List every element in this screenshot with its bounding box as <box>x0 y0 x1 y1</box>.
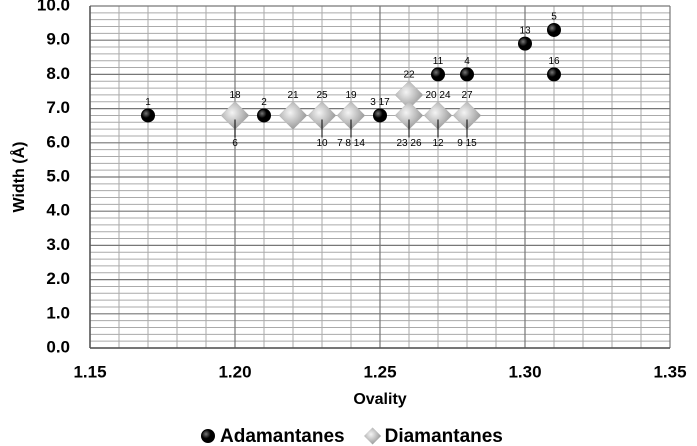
point-label: 5 <box>551 12 557 23</box>
point-label: 22 <box>403 70 415 81</box>
y-tick-label: 10.0 <box>37 0 70 14</box>
point-label: 19 <box>345 90 357 101</box>
y-tick-label: 8.0 <box>46 64 70 83</box>
y-tick-label: 9.0 <box>46 30 70 49</box>
point-label: 11 <box>433 56 444 67</box>
x-tick-label: 1.25 <box>363 362 396 381</box>
point-label: 27 <box>461 90 473 101</box>
point-label: 21 <box>287 90 299 101</box>
y-tick-label: 3.0 <box>46 235 70 254</box>
y-tick-label: 2.0 <box>46 269 70 288</box>
circle-marker <box>141 108 155 123</box>
point-label: 18 <box>229 90 241 101</box>
x-axis-title: Ovality <box>353 391 406 408</box>
circle-marker <box>460 67 474 82</box>
point-label: 25 <box>316 90 328 101</box>
point-label: 12 <box>432 138 444 149</box>
point-label: 2 <box>261 97 267 108</box>
point-label: 16 <box>548 56 560 67</box>
point-label: 3 17 <box>370 97 390 108</box>
point-label: 9 15 <box>457 138 477 149</box>
diamond-marker <box>278 101 308 130</box>
circle-marker <box>547 22 561 37</box>
circle-marker <box>431 67 445 82</box>
circle-marker <box>518 36 532 51</box>
x-tick-label: 1.15 <box>73 362 106 381</box>
point-label: 6 <box>232 138 238 149</box>
x-tick-label: 1.35 <box>653 362 686 381</box>
x-tick-label: 1.30 <box>508 362 541 381</box>
y-tick-label: 1.0 <box>46 303 70 322</box>
y-tick-label: 0.0 <box>46 337 70 356</box>
legend-label: Diamantanes <box>385 426 503 446</box>
point-label: 7 8 14 <box>337 138 365 149</box>
x-tick-label: 1.20 <box>218 362 251 381</box>
circle-marker <box>547 67 561 82</box>
circle-marker <box>201 429 215 443</box>
point-label: 23 26 <box>396 138 421 149</box>
point-label: 1 <box>145 97 151 108</box>
point-label: 10 <box>316 138 328 149</box>
point-label: 20 24 <box>425 90 450 101</box>
circle-marker <box>257 108 271 123</box>
y-tick-label: 5.0 <box>46 166 70 185</box>
circle-marker <box>373 108 387 123</box>
point-label: 4 <box>464 56 470 67</box>
point-label: 13 <box>519 25 531 36</box>
y-tick-label: 7.0 <box>46 98 70 117</box>
y-tick-label: 6.0 <box>46 132 70 151</box>
y-tick-label: 4.0 <box>46 201 70 220</box>
diamond-marker <box>363 427 382 445</box>
legend-label: Adamantanes <box>220 426 345 446</box>
y-axis-title: Width (Å) <box>9 142 28 213</box>
